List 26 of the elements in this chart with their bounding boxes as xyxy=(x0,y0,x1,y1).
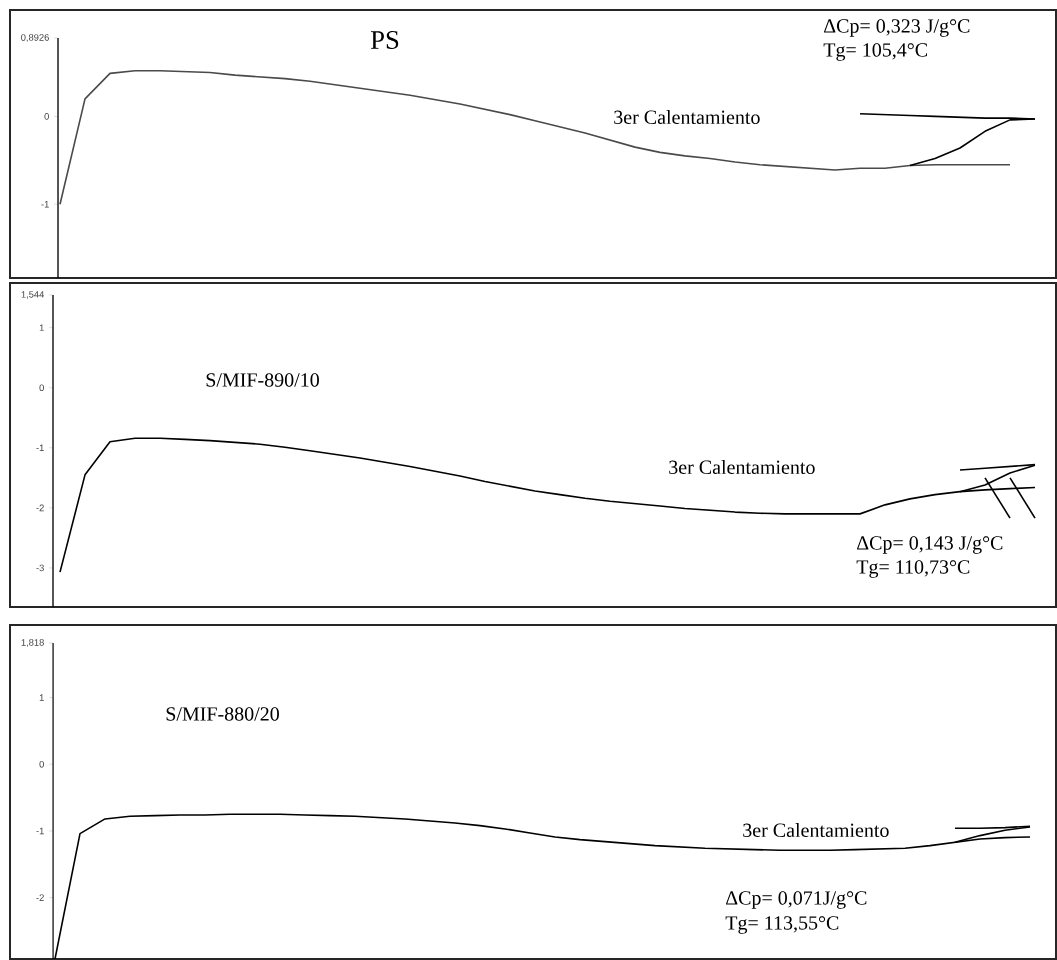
annotation: Tg= 113,55°C xyxy=(725,916,839,934)
y-tick-label: 1 xyxy=(39,694,44,701)
chart-title: PS xyxy=(370,31,399,49)
annotation: ΔCp= 0,071J/g°C xyxy=(726,891,867,909)
y-tick-label: -3 xyxy=(36,564,44,572)
annotation: ΔCp= 0,143 J/g°C xyxy=(857,536,1003,554)
y-tick-label: 0 xyxy=(44,113,49,120)
text: S/MIF-890/10 xyxy=(206,373,319,387)
y-tick-label: 1,818 xyxy=(21,639,44,647)
y-tick-label: 0,8926 xyxy=(21,34,49,42)
text: ΔCp= 0,323 J/g°C xyxy=(824,19,970,37)
y-tick-label: -2 xyxy=(36,894,44,901)
y-tick-label: -1 xyxy=(36,827,44,835)
annotation: 3er Calentamiento xyxy=(743,822,889,838)
y-tick-label: 1,544 xyxy=(21,291,45,299)
annotation: 3er Calentamiento xyxy=(614,109,760,125)
y-tick-label: -2 xyxy=(36,504,44,512)
annotation: 3er Calentamiento xyxy=(669,459,815,475)
annotation: Tg= 110,73°C xyxy=(856,560,970,578)
y-tick-label: 0 xyxy=(39,760,44,768)
text: S/MIF-880/20 xyxy=(166,707,279,721)
y-tick-label: 1 xyxy=(39,324,44,331)
y-tick-label: 0 xyxy=(39,384,44,392)
annotation: Tg= 105,4°C xyxy=(823,43,927,61)
y-tick-label: -1 xyxy=(41,201,49,208)
y-tick-label: -1 xyxy=(36,444,44,452)
